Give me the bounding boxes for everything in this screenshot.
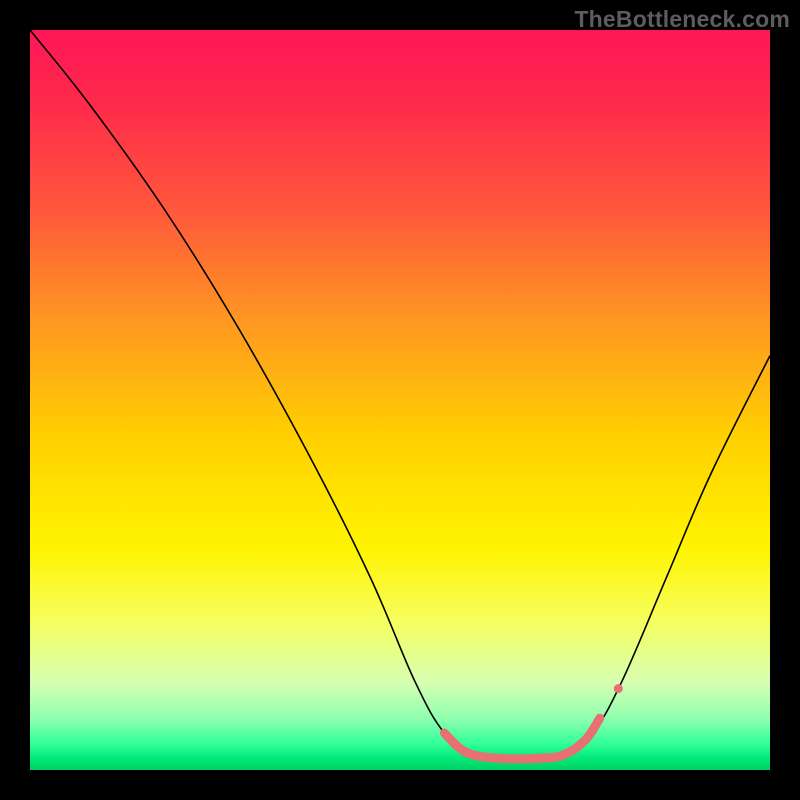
bottleneck-curve-chart — [0, 0, 800, 800]
optimal-range-endpoint-dot — [614, 684, 623, 693]
chart-stage: TheBottleneck.com — [0, 0, 800, 800]
plot-background — [30, 30, 770, 770]
